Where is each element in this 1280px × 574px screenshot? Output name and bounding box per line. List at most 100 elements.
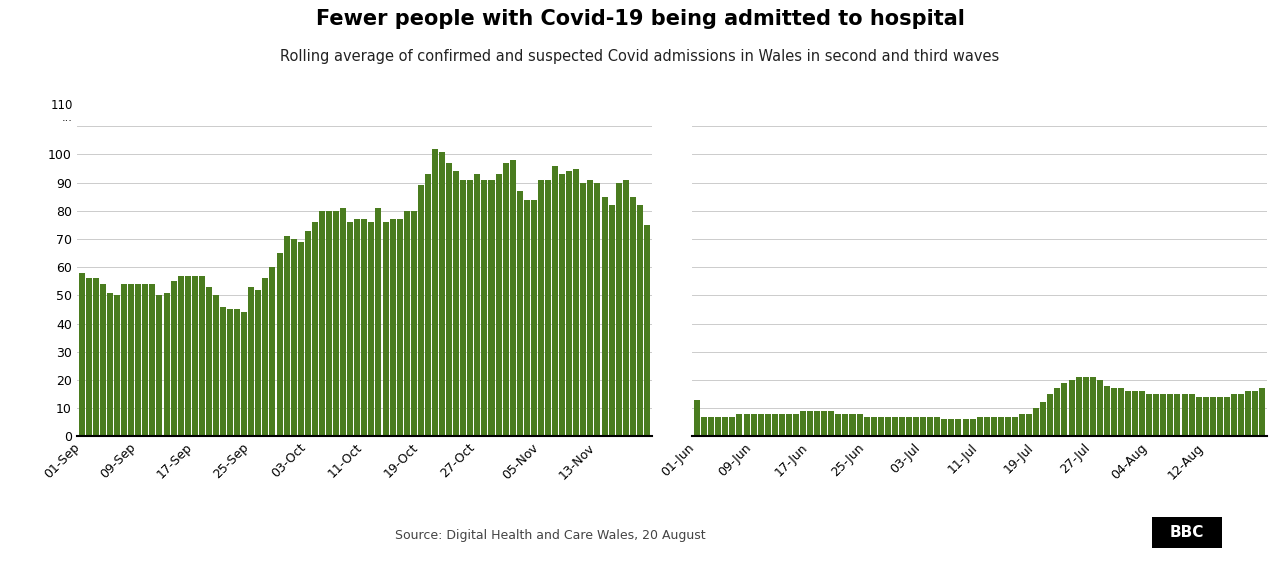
Bar	[934, 417, 941, 436]
Bar	[524, 200, 530, 436]
Bar	[184, 276, 191, 436]
Bar	[262, 278, 269, 436]
Bar	[998, 417, 1004, 436]
Bar	[241, 312, 247, 436]
Bar	[708, 417, 714, 436]
Bar	[1089, 377, 1096, 436]
Bar	[864, 417, 869, 436]
Bar	[884, 417, 891, 436]
Bar	[608, 205, 614, 436]
Bar	[305, 231, 311, 436]
Bar	[906, 417, 913, 436]
Bar	[764, 414, 771, 436]
Bar	[397, 219, 403, 436]
Bar	[545, 180, 550, 436]
Bar	[467, 180, 474, 436]
Bar	[1139, 391, 1146, 436]
Bar	[270, 267, 275, 436]
Bar	[602, 197, 608, 436]
Bar	[701, 417, 707, 436]
Bar	[744, 414, 750, 436]
Bar	[899, 417, 905, 436]
Text: ...: ...	[63, 113, 73, 123]
Bar	[383, 222, 389, 436]
Bar	[1161, 394, 1166, 436]
Bar	[814, 411, 820, 436]
Bar	[573, 169, 580, 436]
Bar	[716, 417, 721, 436]
Bar	[503, 163, 508, 436]
Bar	[100, 284, 106, 436]
Bar	[644, 225, 650, 436]
Bar	[291, 239, 297, 436]
Text: BBC: BBC	[1170, 525, 1204, 540]
Bar	[1019, 414, 1025, 436]
Text: Rolling average of confirmed and suspected Covid admissions in Wales in second a: Rolling average of confirmed and suspect…	[280, 49, 1000, 64]
Bar	[750, 414, 756, 436]
Bar	[340, 208, 346, 436]
Bar	[136, 284, 141, 436]
Bar	[355, 219, 360, 436]
Bar	[1005, 417, 1011, 436]
Bar	[198, 276, 205, 436]
Bar	[439, 152, 445, 436]
Bar	[594, 183, 600, 436]
Bar	[475, 174, 480, 436]
Bar	[1196, 397, 1202, 436]
Bar	[326, 211, 332, 436]
Bar	[276, 253, 283, 436]
Bar	[227, 309, 233, 436]
Bar	[828, 411, 835, 436]
Bar	[969, 420, 975, 436]
Bar	[1047, 394, 1053, 436]
Bar	[411, 211, 417, 436]
Bar	[1245, 391, 1251, 436]
Bar	[538, 180, 544, 436]
Bar	[758, 414, 764, 436]
Bar	[580, 183, 586, 436]
Bar	[1210, 397, 1216, 436]
Bar	[836, 414, 841, 436]
Bar	[142, 284, 148, 436]
Bar	[1238, 394, 1244, 436]
Bar	[164, 293, 169, 436]
Bar	[856, 414, 863, 436]
Bar	[1103, 386, 1110, 436]
Bar	[206, 287, 212, 436]
Bar	[79, 273, 84, 436]
Bar	[489, 180, 494, 436]
Bar	[256, 290, 261, 436]
Bar	[425, 174, 431, 436]
Bar	[234, 309, 241, 436]
Bar	[984, 417, 989, 436]
Bar	[1069, 380, 1074, 436]
Bar	[447, 163, 452, 436]
Bar	[192, 276, 198, 436]
Bar	[1146, 394, 1152, 436]
Bar	[630, 197, 636, 436]
Bar	[361, 219, 367, 436]
Bar	[623, 180, 628, 436]
Bar	[913, 417, 919, 436]
Bar	[730, 417, 736, 436]
Bar	[1117, 389, 1124, 436]
Bar	[531, 200, 536, 436]
Bar	[1083, 377, 1088, 436]
Bar	[369, 222, 375, 436]
Bar	[800, 411, 806, 436]
Bar	[170, 281, 177, 436]
Bar	[128, 284, 134, 436]
Bar	[1231, 394, 1236, 436]
Bar	[1224, 397, 1230, 436]
Bar	[1012, 417, 1018, 436]
Bar	[963, 420, 969, 436]
Bar	[694, 400, 700, 436]
Bar	[637, 205, 643, 436]
Bar	[977, 417, 983, 436]
Bar	[403, 211, 410, 436]
Bar	[941, 420, 947, 436]
Bar	[298, 242, 303, 436]
Bar	[248, 287, 255, 436]
Bar	[461, 180, 466, 436]
Bar	[1061, 383, 1068, 436]
